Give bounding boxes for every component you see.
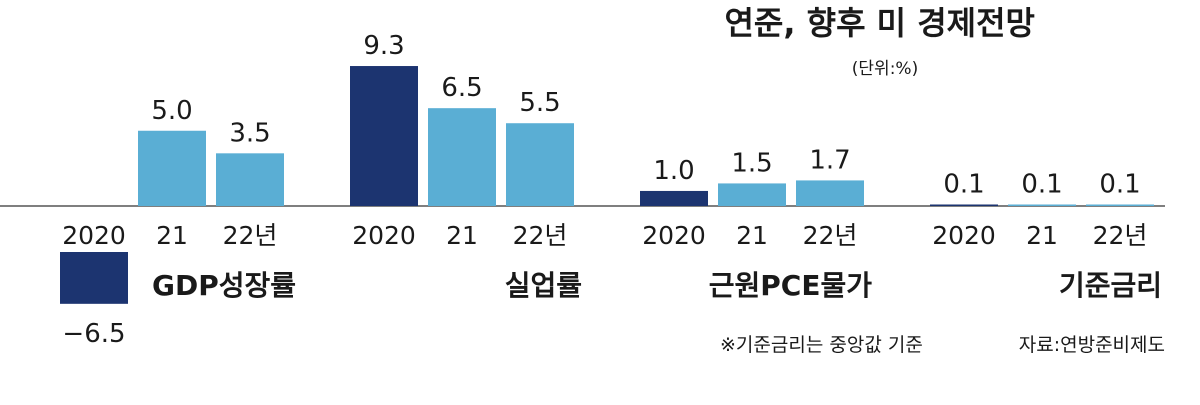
x-tick-label: 2020 [932,221,996,250]
x-tick-label: 22년 [513,221,568,250]
data-label: −6.5 [62,319,125,349]
group-label: GDP성장률 [152,269,296,302]
chart-title: 연준, 향후 미 경제전망 [724,4,1035,42]
data-label: 1.5 [731,148,772,178]
footnote: ※기준금리는 중앙값 기준 [720,334,923,356]
data-label: 5.0 [151,96,192,126]
source-label: 자료:연방준비제도 [1019,334,1165,356]
bar [930,204,998,206]
bar [428,108,496,206]
data-label: 3.5 [229,118,270,148]
bar [138,130,206,206]
x-tick-label: 2020 [352,221,416,250]
bar [350,66,418,206]
bar [1008,204,1076,206]
x-tick-label: 2020 [62,221,126,250]
data-label: 0.1 [1099,169,1140,199]
x-tick-label: 22년 [803,221,858,250]
x-tick-label: 22년 [223,221,278,250]
data-label: 9.3 [363,31,404,61]
x-tick-label: 21 [446,221,478,250]
data-label: 0.1 [1021,169,1062,199]
data-label: 6.5 [441,73,482,103]
data-label: 1.0 [653,156,694,186]
bars-layer [60,66,1154,304]
unit-label: (단위:%) [852,59,918,79]
group-label: 근원PCE물가 [709,269,872,302]
bar [60,252,128,304]
bar [718,183,786,206]
x-tick-label: 21 [1026,221,1058,250]
data-label: 0.1 [943,169,984,199]
bar [796,180,864,206]
bar [216,153,284,206]
bar [506,123,574,206]
x-tick-label: 21 [156,221,188,250]
labels-layer: −6.5 2020 5.0 21 3.5 22년 GDP성장률 9.3 2020 6.5 21 5.5… [62,31,1162,349]
bar [1086,204,1154,206]
x-tick-label: 21 [736,221,768,250]
group-label: 기준금리 [1059,269,1162,302]
data-label: 1.7 [809,145,850,175]
group-label: 실업률 [505,269,582,302]
data-label: 5.5 [519,88,560,118]
bar [640,190,708,206]
x-tick-label: 2020 [642,221,706,250]
x-tick-label: 22년 [1093,221,1148,250]
